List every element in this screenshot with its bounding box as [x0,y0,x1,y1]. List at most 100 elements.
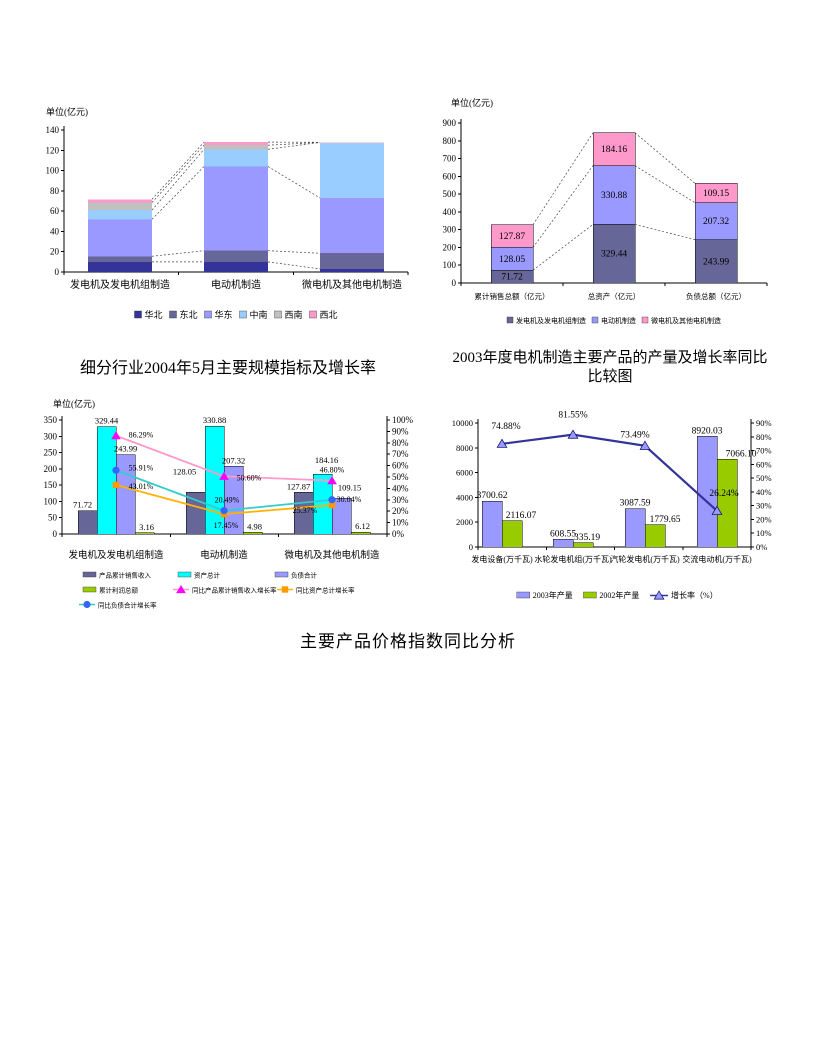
data-label: 109.15 [338,482,361,492]
tick-label: 40% [392,483,409,493]
bar-segment [694,202,738,240]
bar-segment [694,239,738,284]
data-label: 128.05 [173,466,196,476]
tick-label: 0 [469,542,473,552]
data-label: 335.19 [574,533,600,543]
data-label: 17.45% [214,521,239,530]
tick-label: 90% [756,418,772,428]
bar-segment [204,166,268,251]
bottom-heading: 主要产品价格指数同比分析 [300,632,516,651]
data-label: 4.98 [247,521,262,531]
bar-segment [592,224,636,284]
legend-label: 发电机及发电机组制造 [516,316,586,325]
bar-segment [88,219,152,257]
bar-segment [204,250,268,262]
series-connector [634,224,696,240]
tick-label: 100% [392,415,414,425]
tick-label: 60% [756,459,772,469]
legend-swatch [82,571,97,578]
bar-segment [592,165,636,225]
category-label: 负债总额（亿元） [686,291,746,301]
triangle-marker [219,471,229,480]
data-label: 6.12 [355,521,370,531]
tick-label: 20% [392,506,409,516]
data-label: 73.49% [620,431,649,441]
legend-item: 2002年产量 [583,590,639,600]
legend-swatch [169,310,177,319]
industry-scale-indicators-svg: 单位(亿元) 0 50 100 150 200 250 300 350 0%10% 20%30% 40… [44,398,414,610]
legend-label: 西南 [285,309,303,320]
tick-label: 300 [44,431,58,441]
tick-label: 400 [443,207,457,217]
bar-segment [204,142,268,146]
tick-label: 20 [50,247,60,257]
tick-label: 80% [756,432,772,442]
bar-segment [204,145,268,150]
bar [350,531,371,535]
tick-label: 30% [756,501,772,511]
segment-label: 71.72 [501,273,523,283]
legend-swatch [82,586,97,593]
legend-swatch [641,316,649,324]
tick-label: 4000 [456,492,473,502]
bar [552,539,574,548]
data-label: 50.60% [237,473,262,482]
tick-label: 100 [443,260,457,270]
sales-by-region-svg: 单位(亿元) 0 20 40 60 80 100 120 140 发电机及发电机组制造 电动机制造 微… [46,106,409,320]
legend-label: 西北 [320,310,338,320]
segment-label: 184.16 [601,145,627,155]
legend-label: 累计利润总额 [99,586,139,595]
bar [644,524,666,548]
legend-label: 东北 [180,309,198,320]
legend-swatch [274,310,282,319]
series-connector [634,165,696,204]
legend-item: 西南 [274,309,303,320]
bar [331,498,352,535]
bar [624,508,646,548]
data-label: 7066.10 [726,449,757,459]
tick-label: 700 [443,154,457,164]
legend-item: 华东 [204,309,233,320]
tick-label: 90% [392,426,409,436]
chart-title-industry-indicators: 细分行业2004年5月主要规模指标及增长率 [79,360,376,377]
segment-label: 330.88 [601,191,627,201]
tick-label: 10% [756,528,772,538]
bar [134,532,155,535]
triangle-marker [111,431,121,440]
series-connector [151,149,205,211]
legend-swatch [134,310,142,319]
tick-label: 120 [46,145,60,155]
bar-segment [88,199,152,203]
bar [77,510,98,535]
bar [204,425,225,535]
tick-label: 40% [756,487,772,497]
data-label: 329.44 [95,416,119,426]
data-label: 26.24% [709,489,738,499]
bar-segment [694,183,738,204]
chart-title-product-output: 2003年度电机制造主要产品的产量及增长率同比 比较图 [424,349,796,387]
segment-label: 127.87 [499,232,525,242]
series-connector [151,250,205,257]
tick-label: 30% [392,495,409,505]
tick-label: 70% [392,449,409,459]
triangle-marker [711,505,723,515]
bar-segment [88,261,152,272]
product-output-2003-svg: 0 2000 4000 6000 8000 10000 0% 10% 20% 30% 40% 50% 6… [452,411,772,600]
legend-item: 同比产品累计销售收入增长率 [173,585,277,595]
bar-segment [320,142,384,198]
tick-label: 6000 [456,468,473,478]
bar-segment [592,132,636,166]
legend-item: 2003年产量 [516,590,573,600]
tick-label: 0 [55,267,60,277]
category-label: 发电机及发电机组制造 [68,549,164,561]
tick-label: 800 [443,136,457,146]
series-line [501,433,718,512]
legend-swatch [239,310,247,319]
legend-item: 累计利润总额 [82,586,139,595]
tick-label: 0% [392,529,405,539]
series-connector [267,250,321,254]
circle-marker [83,600,91,609]
series-connector [151,144,205,203]
triangle-marker [653,590,665,600]
